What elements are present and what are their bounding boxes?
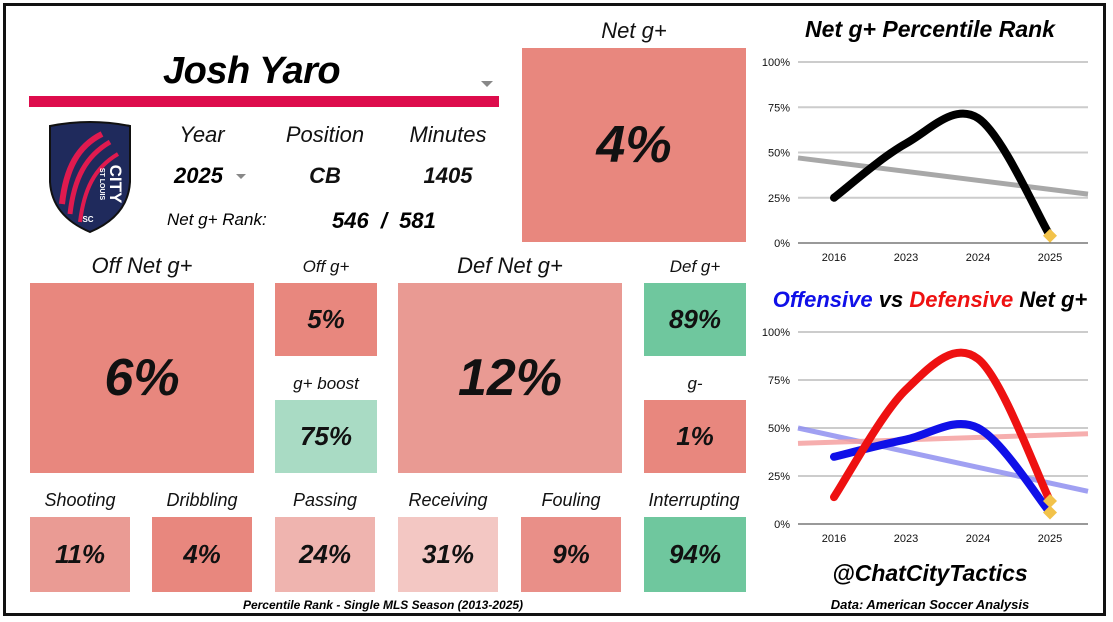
chevron-down-icon[interactable] (481, 81, 493, 87)
def-g-tile: 89% (644, 283, 746, 356)
c1-x-tick-label: 2023 (894, 252, 918, 264)
c2-y-tick-label: 100% (762, 327, 790, 339)
footer-handle: @ChatCityTactics (832, 560, 1028, 586)
c1-last-point-marker (1043, 228, 1057, 243)
c2-y-tick-label: 50% (768, 423, 790, 435)
passing-tile: 24% (275, 517, 375, 592)
fouling-tile: 9% (521, 517, 621, 592)
net-label: Net g+ (601, 18, 667, 43)
def-g-label: Def g+ (669, 257, 721, 276)
c2-series-line (830, 420, 1054, 517)
c2-x-tick-label: 2023 (894, 533, 918, 545)
c2-last-point-marker (1043, 505, 1057, 520)
g-boost-label: g+ boost (293, 374, 359, 393)
minutes-value: 1405 (423, 163, 473, 188)
c2-y-tick-label: 0% (774, 519, 790, 531)
year-label: Year (179, 122, 225, 147)
logo-text-sc: SC (82, 215, 93, 224)
off-g-label: Off g+ (302, 257, 350, 276)
minutes-label: Minutes (409, 122, 487, 147)
chart2: 0% 25% 50% 75% 100% 2016 2023 2024 2025 (762, 327, 1089, 545)
c2-trend-line (797, 431, 1089, 446)
c1-x-tick-label: 2016 (822, 252, 846, 264)
player-name: Josh Yaro (163, 50, 341, 92)
rank-display: 546 / 581 (332, 208, 436, 234)
dribbling-tile: 4% (152, 517, 252, 592)
c2-y-tick-label: 75% (768, 375, 790, 387)
c2-x-tick-label: 2016 (822, 533, 846, 545)
g-boost-tile: 75% (275, 400, 377, 473)
frame-border (3, 3, 1106, 616)
rank-value: 546 (332, 208, 369, 233)
net-tile: 4% (522, 48, 746, 242)
c2-series-line (830, 348, 1054, 505)
off-g-tile: 5% (275, 283, 377, 356)
c1-x-tick-label: 2024 (966, 252, 990, 264)
receiving-label: Receiving (408, 490, 488, 510)
chart2-title-net: Net g+ (1019, 287, 1088, 312)
off-net-label: Off Net g+ (91, 253, 193, 278)
c2-last-point-marker (1043, 493, 1057, 508)
name-underline (29, 96, 499, 107)
c1-trend-line (797, 155, 1089, 197)
dribbling-label: Dribbling (166, 490, 238, 510)
position-value: CB (309, 163, 341, 188)
chart1-title: Net g+ Percentile Rank (805, 16, 1055, 42)
passing-label: Passing (292, 490, 358, 510)
logo-text-top: ST LOUIS (98, 168, 105, 201)
club-logo: CITY ST LOUIS SC (44, 118, 136, 236)
chart2-title-offensive: Offensive (772, 287, 873, 312)
chart2-title-defensive: Defensive (909, 287, 1014, 312)
def-net-label: Def Net g+ (457, 253, 563, 278)
year-chevron-down-icon[interactable] (236, 174, 246, 179)
c1-y-tick-label: 100% (762, 57, 790, 69)
c2-x-tick-label: 2024 (966, 533, 990, 545)
interrupting-label: Interrupting (648, 490, 740, 510)
year-select[interactable]: 2025 (168, 162, 252, 190)
c2-y-tick-label: 25% (768, 471, 790, 483)
shooting-label: Shooting (44, 490, 116, 510)
year-value: 2025 (174, 163, 223, 188)
def-net-tile: 12% (398, 283, 622, 473)
chart1: 0% 25% 50% 75% 100% 2016 2023 2024 2025 (762, 57, 1089, 264)
interrupting-tile: 94% (644, 517, 746, 592)
footer-source: Data: American Soccer Analysis (830, 597, 1030, 612)
shooting-tile: 11% (30, 517, 130, 592)
c2-x-tick-label: 2025 (1038, 533, 1062, 545)
c1-y-tick-label: 75% (768, 102, 790, 114)
g-minus-label: g- (687, 374, 703, 393)
position-label: Position (285, 122, 365, 147)
c1-y-tick-label: 50% (768, 148, 790, 160)
footer-note: Percentile Rank - Single MLS Season (201… (242, 598, 524, 612)
c1-y-tick-label: 25% (768, 193, 790, 205)
receiving-tile: 31% (398, 517, 498, 592)
rank-label: Net g+ Rank: (167, 210, 267, 229)
c1-y-tick-label: 0% (774, 238, 790, 250)
chart2-title-vs: vs (878, 287, 904, 312)
rank-separator: / (380, 208, 387, 233)
player-name-select[interactable]: Josh Yaro (30, 50, 498, 94)
rank-total: 581 (399, 208, 436, 233)
c1-x-tick-label: 2025 (1038, 252, 1062, 264)
g-minus-tile: 1% (644, 400, 746, 473)
c1-series-line (830, 109, 1054, 240)
logo-text-main: CITY (106, 165, 125, 204)
chart2-title: Offensive vs Defensive Net g+ (758, 287, 1102, 313)
fouling-label: Fouling (541, 490, 601, 510)
off-net-tile: 6% (30, 283, 254, 473)
